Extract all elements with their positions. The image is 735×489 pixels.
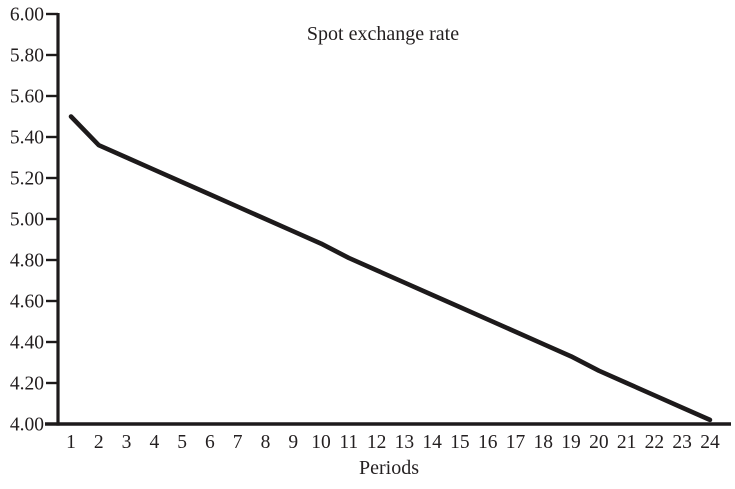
y-tick-label: 5.60 bbox=[10, 87, 44, 108]
y-tick-label: 5.20 bbox=[10, 169, 44, 190]
y-tick-label: 5.80 bbox=[10, 46, 44, 67]
y-tick-label: 5.00 bbox=[10, 210, 44, 231]
x-tick-label: 2 bbox=[94, 432, 104, 453]
x-tick-label: 6 bbox=[205, 432, 215, 453]
x-tick-label: 24 bbox=[700, 432, 720, 453]
y-tick-label: 4.40 bbox=[10, 333, 44, 354]
y-tick-label: 5.40 bbox=[10, 128, 44, 149]
x-tick-label: 17 bbox=[506, 432, 526, 453]
y-tick-label: 6.00 bbox=[10, 5, 44, 26]
x-tick-label: 13 bbox=[395, 432, 415, 453]
x-tick-label: 15 bbox=[450, 432, 470, 453]
y-tick-label: 4.20 bbox=[10, 374, 44, 395]
x-tick-label: 5 bbox=[177, 432, 187, 453]
x-tick-label: 22 bbox=[645, 432, 665, 453]
x-tick-label: 21 bbox=[617, 432, 637, 453]
chart-title: Spot exchange rate bbox=[307, 23, 459, 45]
y-axis-ticks: 6.00 5.80 5.60 5.40 5.20 5.00 4.80 4.60 4.40 4.20… bbox=[10, 5, 58, 436]
x-tick-label: 14 bbox=[422, 432, 442, 453]
x-tick-label: 3 bbox=[122, 432, 132, 453]
y-tick-label: 4.60 bbox=[10, 292, 44, 313]
x-tick-label: 7 bbox=[233, 432, 243, 453]
x-tick-label: 23 bbox=[672, 432, 692, 453]
x-axis-tick-labels: 1 2 3 4 5 6 7 8 9 10 11 12 13 14 15 16 17 18 19 20 21 22 23 24 bbox=[66, 432, 720, 453]
x-tick-label: 4 bbox=[149, 432, 159, 453]
x-tick-label: 16 bbox=[478, 432, 498, 453]
x-tick-label: 20 bbox=[589, 432, 609, 453]
y-tick-label: 4.80 bbox=[10, 251, 44, 272]
x-tick-label: 19 bbox=[561, 432, 581, 453]
x-tick-label: 18 bbox=[534, 432, 554, 453]
x-tick-label: 8 bbox=[261, 432, 271, 453]
x-tick-label: 10 bbox=[311, 432, 331, 453]
x-tick-label: 11 bbox=[339, 432, 358, 453]
x-tick-label: 9 bbox=[288, 432, 298, 453]
x-tick-label: 12 bbox=[367, 432, 387, 453]
y-tick-label: 4.00 bbox=[10, 415, 44, 436]
x-tick-label: 1 bbox=[66, 432, 76, 453]
spot-rate-series-line bbox=[68, 114, 713, 423]
x-axis-title: Periods bbox=[359, 457, 419, 479]
